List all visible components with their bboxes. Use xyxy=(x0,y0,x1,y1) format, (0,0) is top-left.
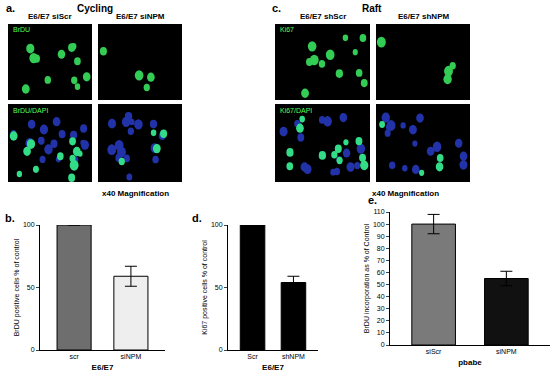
svg-text:60: 60 xyxy=(377,269,385,276)
svg-text:Ki67 positive cells % of contr: Ki67 positive cells % of control xyxy=(201,240,209,335)
svg-text:50: 50 xyxy=(27,284,35,291)
svg-text:siNPM: siNPM xyxy=(496,348,517,355)
svg-text:E6/E7: E6/E7 xyxy=(262,363,284,372)
svg-text:x40 Magnification: x40 Magnification xyxy=(102,189,169,198)
svg-text:Cycling: Cycling xyxy=(77,3,113,14)
svg-text:E6/E7: E6/E7 xyxy=(92,363,114,372)
svg-text:100: 100 xyxy=(211,221,223,228)
svg-text:20: 20 xyxy=(377,317,385,324)
svg-text:E6/E7 shScr: E6/E7 shScr xyxy=(300,12,346,21)
svg-text:BrDU/DAPI: BrDU/DAPI xyxy=(13,107,48,114)
svg-text:90: 90 xyxy=(377,233,385,240)
svg-text:E6/E7 shNPM: E6/E7 shNPM xyxy=(398,12,449,21)
svg-text:scr: scr xyxy=(69,353,79,360)
svg-text:pbabe: pbabe xyxy=(458,358,482,367)
svg-text:b.: b. xyxy=(5,212,15,224)
svg-text:100: 100 xyxy=(373,221,385,228)
svg-text:70: 70 xyxy=(377,257,385,264)
svg-text:100: 100 xyxy=(23,221,35,228)
svg-text:110: 110 xyxy=(373,208,384,215)
svg-text:c.: c. xyxy=(272,2,281,14)
svg-text:Scr: Scr xyxy=(247,353,258,360)
svg-text:e.: e. xyxy=(368,194,377,206)
svg-text:80: 80 xyxy=(377,245,385,252)
svg-text:30: 30 xyxy=(377,305,385,312)
svg-text:40: 40 xyxy=(377,293,385,300)
svg-text:BrDU: BrDU xyxy=(13,26,30,33)
svg-text:Ki67/DAPI: Ki67/DAPI xyxy=(280,107,312,114)
svg-text:50: 50 xyxy=(377,281,385,288)
svg-text:Ki67: Ki67 xyxy=(280,26,294,33)
svg-text:Raft: Raft xyxy=(362,3,382,14)
svg-text:BrDU positive cells % of contr: BrDU positive cells % of control xyxy=(13,238,21,336)
svg-text:siNPM: siNPM xyxy=(121,353,142,360)
svg-text:50: 50 xyxy=(215,284,223,291)
svg-text:BrDU incorporation as % of Con: BrDU incorporation as % of Control xyxy=(363,223,371,333)
svg-text:x40 Magnification: x40 Magnification xyxy=(372,189,439,198)
svg-text:0: 0 xyxy=(219,346,223,353)
svg-text:0: 0 xyxy=(381,341,385,348)
svg-text:siScr: siScr xyxy=(426,348,442,355)
svg-text:shNPM: shNPM xyxy=(282,353,305,360)
svg-text:E6/E7 siNPM: E6/E7 siNPM xyxy=(116,12,165,21)
svg-text:a.: a. xyxy=(6,2,15,14)
svg-text:E6/E7 siScr: E6/E7 siScr xyxy=(28,12,72,21)
svg-text:0: 0 xyxy=(31,346,35,353)
svg-text:10: 10 xyxy=(377,329,385,336)
svg-text:d.: d. xyxy=(192,212,202,224)
